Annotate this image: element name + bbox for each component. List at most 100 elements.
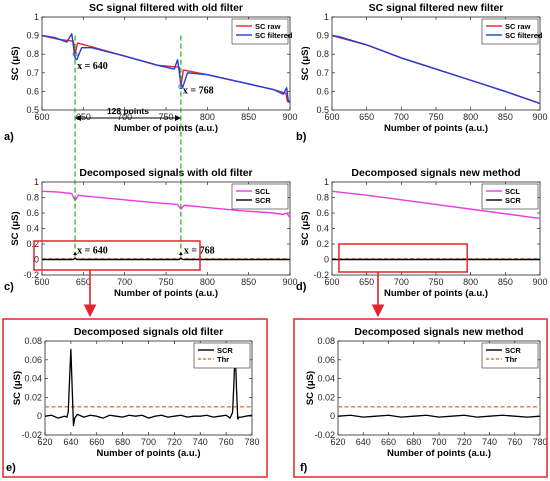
y-tick-label-a: 0.6 bbox=[26, 86, 39, 96]
legend-label-filtered-b: SC filtered bbox=[505, 31, 543, 40]
y-tick-label-e: 0.04 bbox=[24, 374, 42, 384]
x-tick-label-f: 620 bbox=[330, 437, 345, 447]
x-tick-label-a: 800 bbox=[200, 112, 215, 122]
y-tick-label-d: 0.2 bbox=[316, 239, 329, 249]
y-tick-label-a: 0.8 bbox=[26, 49, 39, 59]
y-tick-label-f: 0.02 bbox=[317, 392, 335, 402]
x-tick-label-b: 700 bbox=[394, 112, 409, 122]
x-axis-label-c: Number of points (a.u.) bbox=[114, 288, 218, 299]
x-tick-label-d: 700 bbox=[394, 277, 409, 287]
x-tick-label-c: 600 bbox=[34, 277, 49, 287]
y-tick-label-e: 0.02 bbox=[24, 392, 42, 402]
spike-marker-a-640 bbox=[72, 51, 78, 57]
chart-panel-b: 600 650 700 750 800 850 900 0.5 0.6 0.7 0.8 0.9 1 SC … bbox=[300, 2, 548, 134]
x-tick-label-f: 780 bbox=[532, 437, 547, 447]
legend-label-scr-e: SCR bbox=[217, 346, 233, 355]
y-tick-label-a: 0.9 bbox=[26, 31, 39, 41]
y-tick-label-c: 1 bbox=[34, 177, 39, 187]
legend-label-scr-c: SCR bbox=[255, 196, 271, 205]
y-tick-label-f: 0.08 bbox=[317, 336, 335, 346]
panel-label-d: d) bbox=[296, 281, 307, 293]
y-tick-label-b: 0.8 bbox=[316, 49, 329, 59]
y-tick-label-b: 0.7 bbox=[316, 68, 329, 78]
x-tick-label-f: 680 bbox=[406, 437, 421, 447]
y-axis-label-a: SC (μS) bbox=[10, 46, 21, 80]
legend-label-raw-b: SC raw bbox=[505, 22, 531, 31]
y-tick-label-f: 0.06 bbox=[317, 355, 335, 365]
y-tick-label-b: 0.5 bbox=[316, 105, 329, 115]
y-axis-label-c: SC (μS) bbox=[10, 211, 21, 245]
panel-label-c: c) bbox=[4, 281, 14, 293]
x-tick-label-c: 800 bbox=[200, 277, 215, 287]
x-tick-label-a: 750 bbox=[158, 112, 173, 122]
y-tick-label-a: 0.5 bbox=[26, 105, 39, 115]
x-tick-label-c: 700 bbox=[117, 277, 132, 287]
chart-panel-d: 600 650 700 750 800 850 900 -0.2 0 0.2 0.4 0.6 0.8 1 D… bbox=[300, 167, 548, 299]
x-tick-label-a: 650 bbox=[76, 112, 91, 122]
x-axis-label-a: Number of points (a.u.) bbox=[114, 123, 218, 134]
panel-label-a: a) bbox=[4, 131, 14, 143]
x-tick-label-f: 760 bbox=[507, 437, 522, 447]
x-tick-label-e: 720 bbox=[167, 437, 182, 447]
chart-title-a: SC signal filtered with old filter bbox=[89, 2, 243, 14]
series-group-f bbox=[338, 406, 540, 418]
series-group-b bbox=[332, 34, 540, 105]
x-tick-label-e: 740 bbox=[193, 437, 208, 447]
panel-label-e: e) bbox=[6, 462, 16, 474]
x-tick-label-b: 900 bbox=[532, 112, 547, 122]
zoom-box-d bbox=[338, 243, 468, 273]
chart-panel-f: 620 640 660 680 700 720 740 760 780 -0.02 0 0.02 0.0… bbox=[305, 326, 548, 459]
series-line-scl-c bbox=[42, 190, 290, 219]
x-tick-label-c: 750 bbox=[158, 277, 173, 287]
legend-box-e bbox=[193, 342, 251, 369]
x-axis-label-f: Number of points (a.u.) bbox=[387, 448, 491, 459]
y-axis-label-b: SC (μS) bbox=[300, 46, 311, 80]
legend-box-f bbox=[481, 342, 539, 369]
span-label: 128 points bbox=[107, 106, 149, 116]
x-tick-label-e: 660 bbox=[89, 437, 104, 447]
x-tick-label-f: 720 bbox=[457, 437, 472, 447]
x-tick-label-d: 800 bbox=[463, 277, 478, 287]
x-tick-label-b: 800 bbox=[463, 112, 478, 122]
x-tick-label-e: 680 bbox=[115, 437, 130, 447]
series-line-scr-c bbox=[42, 257, 290, 261]
y-tick-label-a: 0.7 bbox=[26, 68, 39, 78]
y-tick-label-b: 0.9 bbox=[316, 31, 329, 41]
series-line-scr-e bbox=[45, 346, 252, 427]
y-tick-label-c: 0.4 bbox=[26, 224, 39, 234]
annotation-x640-a: x = 640 bbox=[77, 61, 108, 72]
y-axis-label-d: SC (μS) bbox=[300, 211, 311, 245]
x-tick-label-f: 660 bbox=[381, 437, 396, 447]
x-tick-label-f: 740 bbox=[482, 437, 497, 447]
x-tick-label-b: 600 bbox=[324, 112, 339, 122]
legend-box-a bbox=[231, 18, 289, 45]
zoom-frame-f bbox=[293, 318, 548, 478]
x-tick-label-d: 650 bbox=[359, 277, 374, 287]
x-tick-label-d: 600 bbox=[324, 277, 339, 287]
chart-title-d: Decomposed signals new method bbox=[351, 167, 520, 179]
panel-label-f: f) bbox=[300, 462, 308, 474]
chart-panel-a: 600 650 700 750 800 850 9000.50.60.70.80.91SC … bbox=[10, 2, 298, 134]
series-line-scl-d bbox=[332, 190, 540, 220]
y-tick-label-c: 0.6 bbox=[26, 208, 39, 218]
x-tick-label-f: 640 bbox=[356, 437, 371, 447]
chart-title-c: Decomposed signals with old filter bbox=[79, 167, 252, 179]
legend-label-scl-d: SCL bbox=[505, 187, 520, 196]
zoom-box-c bbox=[33, 240, 201, 271]
x-tick-label-d: 850 bbox=[498, 277, 513, 287]
chart-title-f: Decomposed signals new method bbox=[354, 326, 523, 338]
chart-panel-e: 620 640 660 680 700 720 740 760 780 -0.02 0 0.02 0.0… bbox=[12, 326, 260, 459]
x-tick-label-e: 620 bbox=[37, 437, 52, 447]
overlay-layer: a) b) c) d) e) f) 128 points x = 640 x = 768 x = … bbox=[2, 35, 548, 478]
y-tick-label-d: -0.2 bbox=[313, 270, 329, 280]
x-tick-label-a: 900 bbox=[282, 112, 297, 122]
legend-label-thr-e: Thr bbox=[217, 355, 229, 364]
annotation-x768-a: x = 768 bbox=[183, 85, 214, 96]
annotation-x640-c: x = 640 bbox=[77, 245, 108, 256]
y-tick-label-f: 0.04 bbox=[317, 374, 335, 384]
y-tick-label-d: 0.4 bbox=[316, 224, 329, 234]
y-tick-label-d: 0.8 bbox=[316, 193, 329, 203]
x-tick-label-e: 760 bbox=[219, 437, 234, 447]
